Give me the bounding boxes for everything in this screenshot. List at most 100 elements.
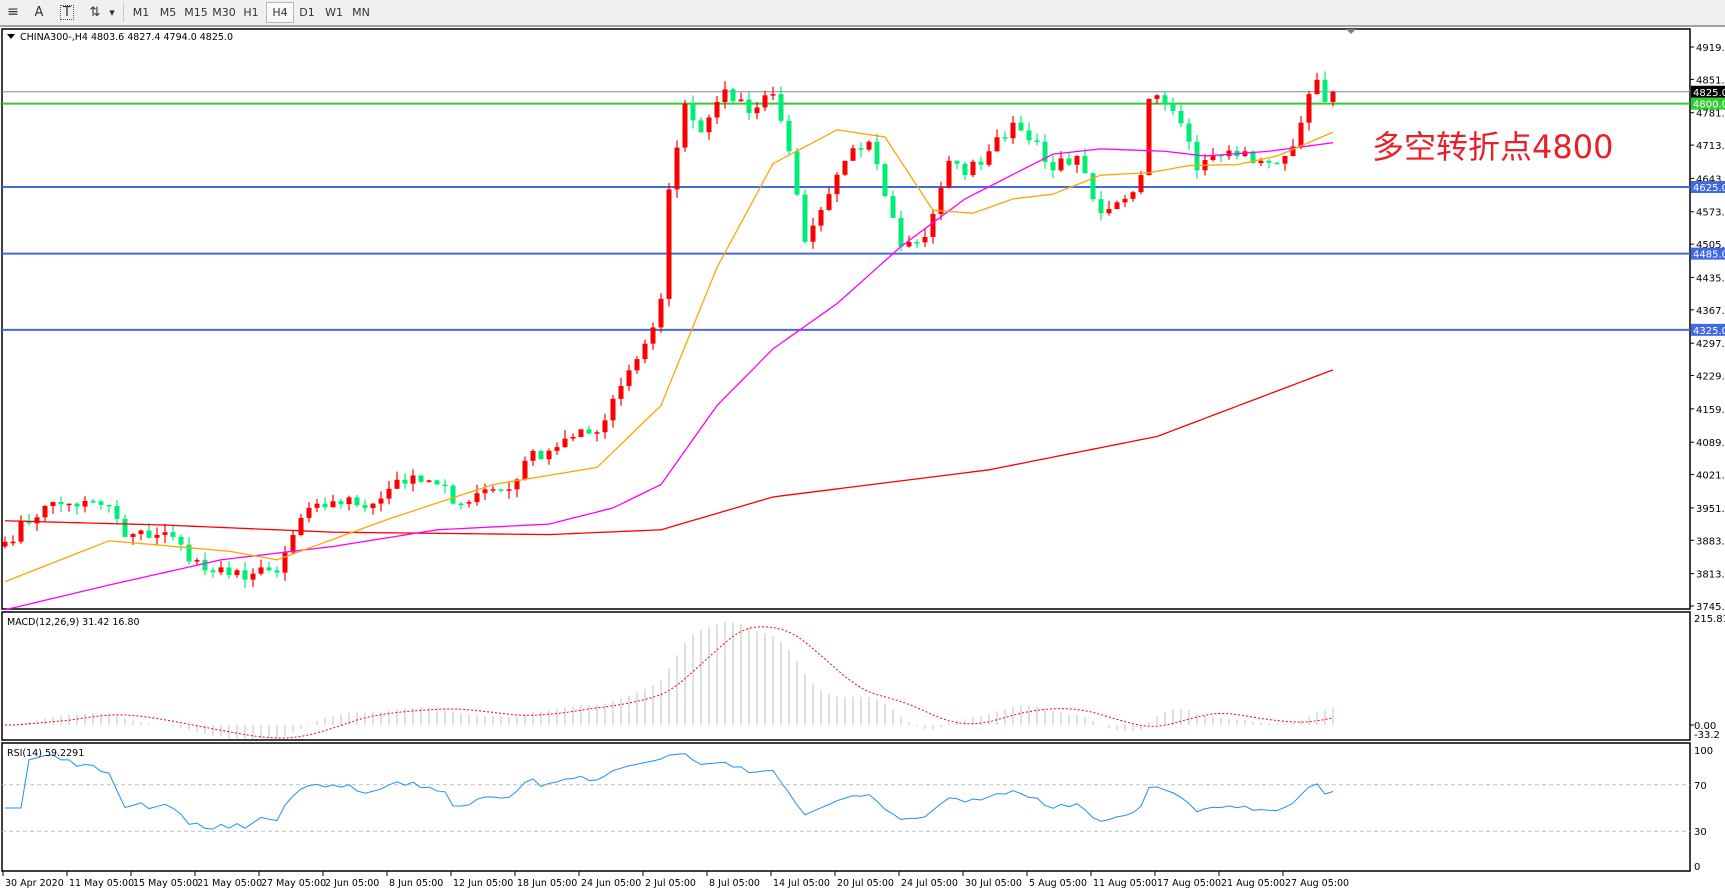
candle	[730, 87, 736, 104]
candle	[1162, 91, 1168, 111]
candle-body	[522, 460, 528, 480]
candle	[898, 210, 904, 252]
timeframe-h1[interactable]: H1	[243, 6, 259, 19]
price-tick-label: 4643.0	[1696, 174, 1725, 185]
candle	[1114, 200, 1120, 210]
candle	[626, 364, 632, 391]
timeframe-mn[interactable]: MN	[352, 6, 370, 19]
candle-body	[802, 194, 808, 242]
candle-body	[1018, 122, 1024, 131]
candle-body	[1178, 110, 1184, 124]
candle	[306, 502, 312, 523]
candle	[674, 140, 680, 198]
time-label: 27 May 05:00	[261, 878, 326, 889]
candle-body	[738, 99, 744, 102]
candle-body	[1186, 123, 1192, 142]
candle	[466, 500, 472, 508]
candle	[906, 235, 912, 248]
timeframe-h4[interactable]: H4	[266, 2, 294, 23]
candle-body	[2, 541, 8, 547]
time-label: 21 Aug 05:00	[1221, 878, 1285, 889]
hline-tool-icon[interactable]: ≡	[7, 4, 19, 20]
candle-body	[1146, 98, 1152, 176]
candle-body	[58, 501, 64, 504]
candle-body	[1170, 103, 1176, 111]
candle	[410, 469, 416, 492]
macd-pane	[1, 611, 1691, 741]
candle	[954, 160, 960, 169]
timeframe-d1[interactable]: D1	[299, 6, 315, 19]
candle	[290, 530, 296, 554]
candle	[986, 144, 992, 167]
candle	[762, 90, 768, 112]
price-tick-label: 4021.0	[1696, 471, 1725, 482]
candle-body	[1258, 160, 1264, 164]
candle-body	[1010, 122, 1016, 139]
timeframe-m1[interactable]: M1	[132, 6, 150, 19]
symbol-menu-arrow-icon[interactable]	[7, 34, 15, 39]
candle-body	[1082, 156, 1088, 174]
candle	[1314, 73, 1320, 95]
ma-mid-line	[4, 142, 1334, 611]
candle-body	[618, 385, 624, 399]
price-tag-label: 4800.0	[1693, 100, 1725, 111]
time-label: 20 Jul 05:00	[837, 878, 894, 889]
price-tick-label: 3745.0	[1696, 602, 1725, 613]
dropdown-arrow-icon[interactable]: ▾	[109, 6, 115, 19]
toolbar: ≡ A T ⇅ ▾ M1 M5 M15 M30 H1 H4 D1 W1 MN	[0, 0, 1725, 27]
candle-body	[858, 148, 864, 150]
rsi-tick-label: 100	[1694, 746, 1713, 757]
candle	[338, 498, 344, 509]
candle-body	[138, 530, 144, 535]
candle	[690, 95, 696, 129]
macd-scale-bottom: -33.2	[1694, 730, 1720, 741]
price-tick-label: 4781.0	[1696, 109, 1725, 120]
candle-body	[146, 530, 152, 538]
candle-body	[946, 160, 952, 188]
candle-body	[650, 327, 656, 344]
candle	[146, 522, 152, 539]
candle-body	[730, 89, 736, 102]
candle	[930, 208, 936, 244]
macd-label: MACD(12,26,9) 31.42 16.80	[7, 617, 140, 628]
rsi-tick-label: 0	[1694, 862, 1700, 873]
candle	[818, 207, 824, 232]
candle-body	[810, 225, 816, 242]
candle-body	[34, 517, 40, 524]
toolbar-separator	[123, 3, 124, 22]
candle-body	[562, 438, 568, 448]
candle-body	[498, 489, 504, 491]
candle-body	[1226, 150, 1232, 157]
time-label: 21 May 05:00	[197, 878, 262, 889]
timeframe-w1[interactable]: W1	[325, 6, 343, 19]
text-label-tool-icon[interactable]: T	[60, 5, 74, 20]
chart-shift-marker-icon[interactable]	[1346, 29, 1356, 34]
candle	[786, 114, 792, 155]
candle-body	[586, 429, 592, 434]
candle-body	[458, 503, 464, 506]
candle	[826, 186, 832, 211]
time-label: 17 Aug 05:00	[1157, 878, 1221, 889]
timeframe-m5[interactable]: M5	[159, 6, 177, 19]
candle	[682, 99, 688, 152]
timeframe-m15[interactable]: M15	[184, 6, 208, 19]
candle	[138, 529, 144, 540]
text-tool-icon[interactable]: A	[34, 5, 44, 20]
candle-body	[66, 503, 72, 506]
candle-body	[938, 187, 944, 215]
arrows-tool-icon[interactable]: ⇅	[89, 5, 101, 20]
timeframe-m30[interactable]: M30	[212, 6, 236, 19]
time-label: 11 Aug 05:00	[1093, 878, 1157, 889]
candle-body	[746, 99, 752, 114]
candle	[1306, 90, 1312, 131]
candle-body	[418, 475, 424, 482]
annotation-text: 多空转折点4800	[1372, 128, 1613, 166]
candle-body	[402, 479, 408, 484]
candle	[1058, 151, 1064, 172]
candle-body	[114, 506, 120, 519]
candle-body	[970, 161, 976, 176]
candle-body	[1266, 160, 1272, 163]
candle-body	[1250, 151, 1256, 164]
price-tick-label: 3813.0	[1696, 570, 1725, 581]
